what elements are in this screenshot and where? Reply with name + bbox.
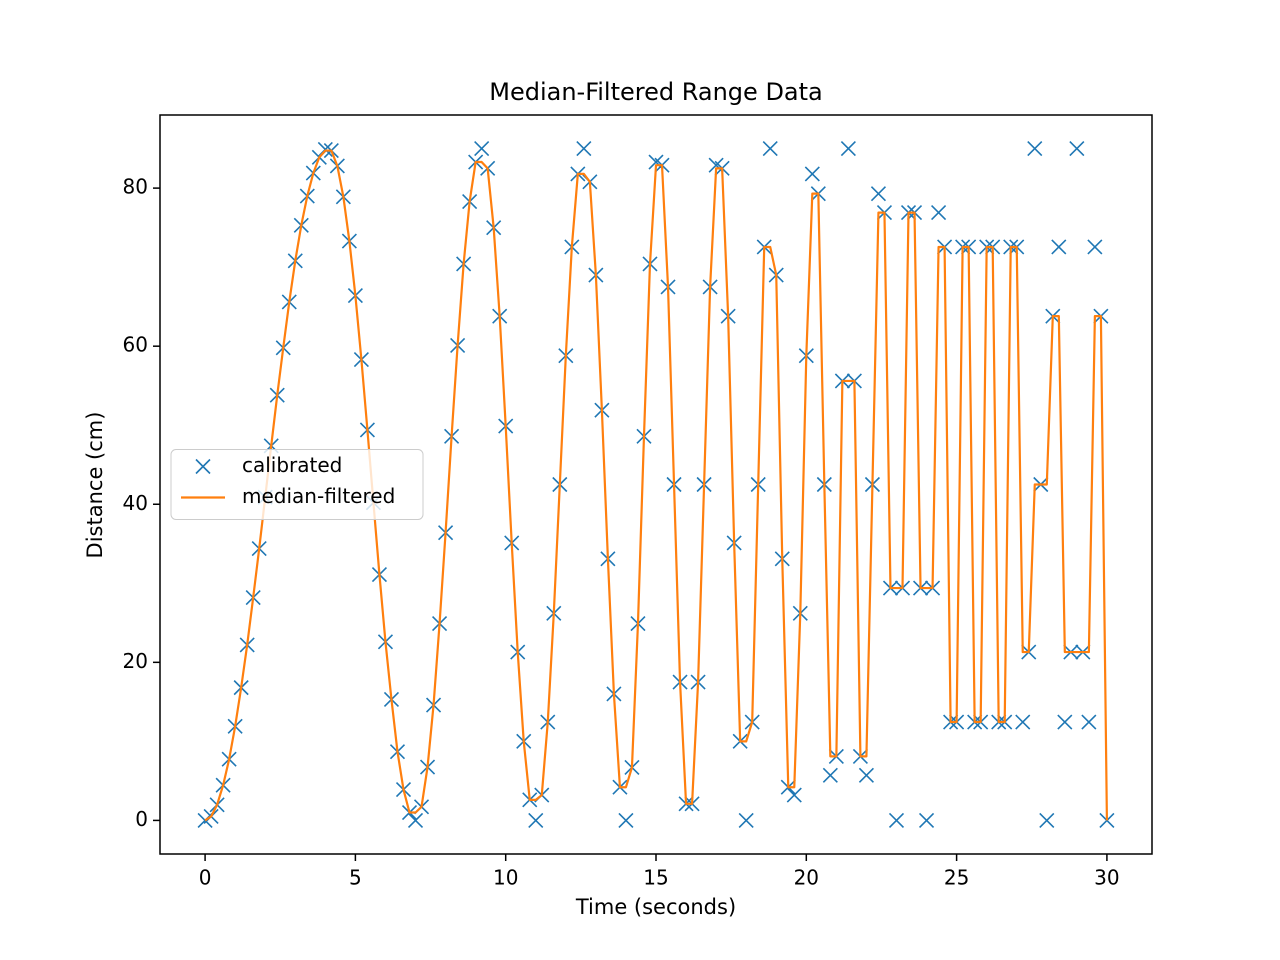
scatter-point bbox=[840, 141, 856, 157]
x-tick-label: 25 bbox=[944, 866, 969, 890]
scatter-point bbox=[858, 767, 874, 783]
x-tick-label: 0 bbox=[199, 866, 212, 890]
scatter-point bbox=[918, 812, 935, 828]
y-tick-label: 0 bbox=[135, 807, 148, 831]
x-tick-label: 30 bbox=[1094, 866, 1119, 890]
y-tick-label: 20 bbox=[123, 649, 148, 673]
scatter-point bbox=[1087, 239, 1103, 255]
x-tick-label: 15 bbox=[643, 866, 668, 890]
chart-title: Median-Filtered Range Data bbox=[489, 78, 823, 106]
legend-marker bbox=[195, 458, 211, 475]
scatter-point bbox=[822, 767, 838, 783]
y-tick-label: 40 bbox=[123, 491, 148, 515]
x-tick-label: 10 bbox=[493, 866, 518, 890]
legend-label: calibrated bbox=[242, 453, 342, 477]
scatter-point bbox=[576, 141, 592, 157]
scatter-point bbox=[407, 812, 424, 828]
scatter-point bbox=[1015, 714, 1031, 730]
scatter-point bbox=[1051, 239, 1067, 255]
line-series bbox=[204, 149, 1109, 822]
scatter-point bbox=[1027, 141, 1043, 157]
legend-label: median-filtered bbox=[242, 484, 395, 508]
scatter-point bbox=[474, 141, 490, 157]
legend: calibrated median-filtered bbox=[170, 449, 424, 520]
y-axis-label: Distance (cm) bbox=[83, 412, 107, 559]
x-axis-label: Time (seconds) bbox=[575, 895, 736, 919]
x-tick-label: 5 bbox=[349, 866, 362, 890]
scatter-point bbox=[786, 787, 802, 803]
scatter-point bbox=[1069, 141, 1085, 157]
scatter-point bbox=[738, 812, 754, 828]
scatter-point bbox=[1081, 714, 1097, 730]
legend-box bbox=[170, 449, 424, 520]
scatter-point bbox=[888, 812, 905, 828]
x-tick-label: 20 bbox=[794, 866, 819, 890]
plot-frame bbox=[159, 114, 1153, 855]
scatter-point bbox=[870, 186, 887, 202]
y-tick-label: 80 bbox=[123, 175, 148, 199]
scatter-point bbox=[931, 205, 947, 221]
scatter-point bbox=[804, 166, 820, 182]
scatter-point bbox=[317, 141, 333, 157]
scatter-point bbox=[1039, 812, 1055, 828]
y-tick-label: 60 bbox=[123, 333, 148, 357]
scatter-point bbox=[1057, 714, 1073, 730]
scatter-point bbox=[618, 812, 634, 828]
scatter-point bbox=[762, 141, 778, 157]
scatter-point bbox=[528, 812, 544, 828]
